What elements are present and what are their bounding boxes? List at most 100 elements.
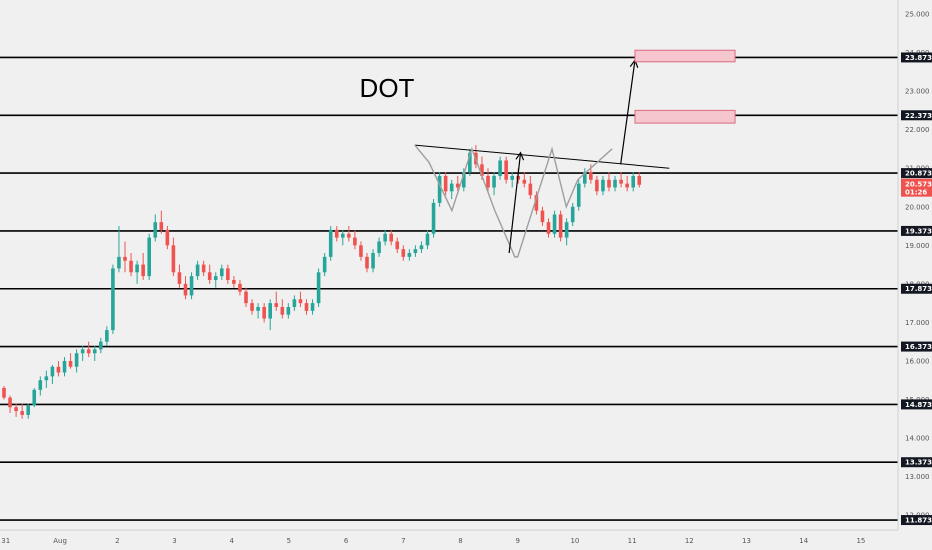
candle bbox=[437, 172, 442, 207]
candle-body bbox=[377, 241, 381, 254]
y-tick-label: 20.000 bbox=[905, 203, 930, 211]
candle bbox=[280, 299, 285, 319]
candle-body bbox=[238, 283, 242, 292]
level-label: 13.373 bbox=[905, 459, 932, 467]
candle-body bbox=[419, 245, 424, 250]
resistance-trendline[interactable] bbox=[414, 144, 670, 169]
wave-pattern[interactable] bbox=[414, 144, 613, 258]
target-zone-box[interactable] bbox=[634, 109, 736, 124]
candle-body bbox=[129, 260, 133, 273]
candle-body bbox=[322, 256, 327, 273]
candle bbox=[213, 272, 218, 288]
candle-body bbox=[455, 183, 460, 188]
candle bbox=[607, 172, 611, 192]
candle bbox=[292, 295, 297, 311]
candle-body bbox=[105, 330, 109, 342]
candle bbox=[341, 229, 345, 246]
candle-body bbox=[135, 264, 139, 273]
x-tick-label: 10 bbox=[570, 537, 579, 545]
candle bbox=[201, 260, 206, 277]
level-label-box bbox=[901, 225, 932, 236]
candle bbox=[486, 168, 490, 192]
candle-body bbox=[232, 279, 236, 284]
candle-body bbox=[201, 264, 206, 273]
candle-body bbox=[449, 183, 454, 192]
candle-body bbox=[619, 179, 623, 184]
candle bbox=[576, 179, 581, 211]
x-tick-label: 7 bbox=[401, 537, 405, 545]
level-label-box bbox=[901, 52, 932, 63]
candle-body bbox=[359, 245, 363, 257]
x-tick-label: Aug bbox=[53, 537, 67, 545]
price-axis[interactable]: 12.00013.00014.00015.00016.00017.00018.0… bbox=[901, 11, 932, 526]
candle-body bbox=[165, 229, 170, 246]
arrow-shaft bbox=[508, 152, 522, 254]
candle-body bbox=[14, 407, 18, 412]
level-label: 19.373 bbox=[905, 227, 932, 235]
candle bbox=[38, 376, 43, 396]
candle bbox=[347, 226, 351, 242]
candle bbox=[153, 214, 158, 242]
y-tick-label: 19.000 bbox=[905, 242, 930, 250]
candle-body bbox=[316, 272, 321, 304]
candlesticks bbox=[2, 145, 642, 419]
candle-body bbox=[347, 233, 351, 238]
candle bbox=[44, 370, 49, 388]
level-label: 14.873 bbox=[905, 401, 932, 409]
candle-body bbox=[371, 253, 375, 269]
x-tick-label: 6 bbox=[344, 537, 349, 545]
candle bbox=[117, 226, 121, 273]
candle-body bbox=[147, 237, 151, 277]
time-axis[interactable]: 31 Aug 2 3 4 5 6 7 8 9 10 11 12 13 14 15 bbox=[1, 537, 865, 545]
candle bbox=[220, 264, 224, 280]
candle-body bbox=[498, 160, 502, 176]
arrow-up-1[interactable] bbox=[508, 151, 525, 254]
countdown-label: 01:26 bbox=[905, 189, 927, 197]
candle-body bbox=[607, 179, 611, 188]
level-label-box bbox=[901, 515, 932, 526]
horizontal-levels bbox=[0, 56, 898, 521]
candle bbox=[238, 279, 242, 296]
x-tick-label: 13 bbox=[742, 537, 751, 545]
candle bbox=[371, 249, 375, 273]
candle-body bbox=[564, 222, 569, 238]
candle-body bbox=[38, 380, 43, 390]
candle-body bbox=[153, 222, 158, 238]
x-tick-label: 11 bbox=[628, 537, 637, 545]
candle-body bbox=[159, 222, 164, 230]
candle-body bbox=[226, 268, 230, 280]
level-label-box bbox=[901, 341, 932, 352]
candle bbox=[262, 303, 266, 323]
candle bbox=[286, 303, 291, 319]
candle bbox=[74, 349, 79, 373]
candle-body bbox=[99, 341, 103, 350]
candle bbox=[492, 172, 496, 196]
candle-body bbox=[286, 306, 291, 315]
level-label-box bbox=[901, 110, 932, 121]
candle bbox=[244, 287, 248, 307]
candle bbox=[407, 249, 412, 261]
y-tick-label: 14.000 bbox=[905, 435, 930, 443]
chart-title: DOT bbox=[360, 73, 415, 103]
candle bbox=[413, 245, 418, 257]
candle-body bbox=[244, 291, 248, 304]
level-label-box bbox=[901, 457, 932, 468]
candle-body bbox=[534, 195, 539, 211]
candle-body bbox=[576, 183, 581, 207]
candle bbox=[68, 353, 73, 369]
target-zone-box[interactable] bbox=[634, 49, 736, 63]
candle bbox=[232, 276, 236, 288]
candle bbox=[601, 175, 605, 196]
candle bbox=[99, 337, 103, 354]
x-tick-label: 5 bbox=[287, 537, 291, 545]
candle-body bbox=[304, 303, 309, 311]
candle-body bbox=[341, 233, 345, 238]
level-label-box bbox=[901, 283, 932, 294]
candle-body bbox=[528, 183, 533, 196]
candle-body bbox=[207, 272, 212, 280]
candle-body bbox=[298, 299, 303, 304]
x-tick-label: 15 bbox=[856, 537, 865, 545]
candle bbox=[498, 156, 502, 180]
candle bbox=[147, 233, 151, 280]
